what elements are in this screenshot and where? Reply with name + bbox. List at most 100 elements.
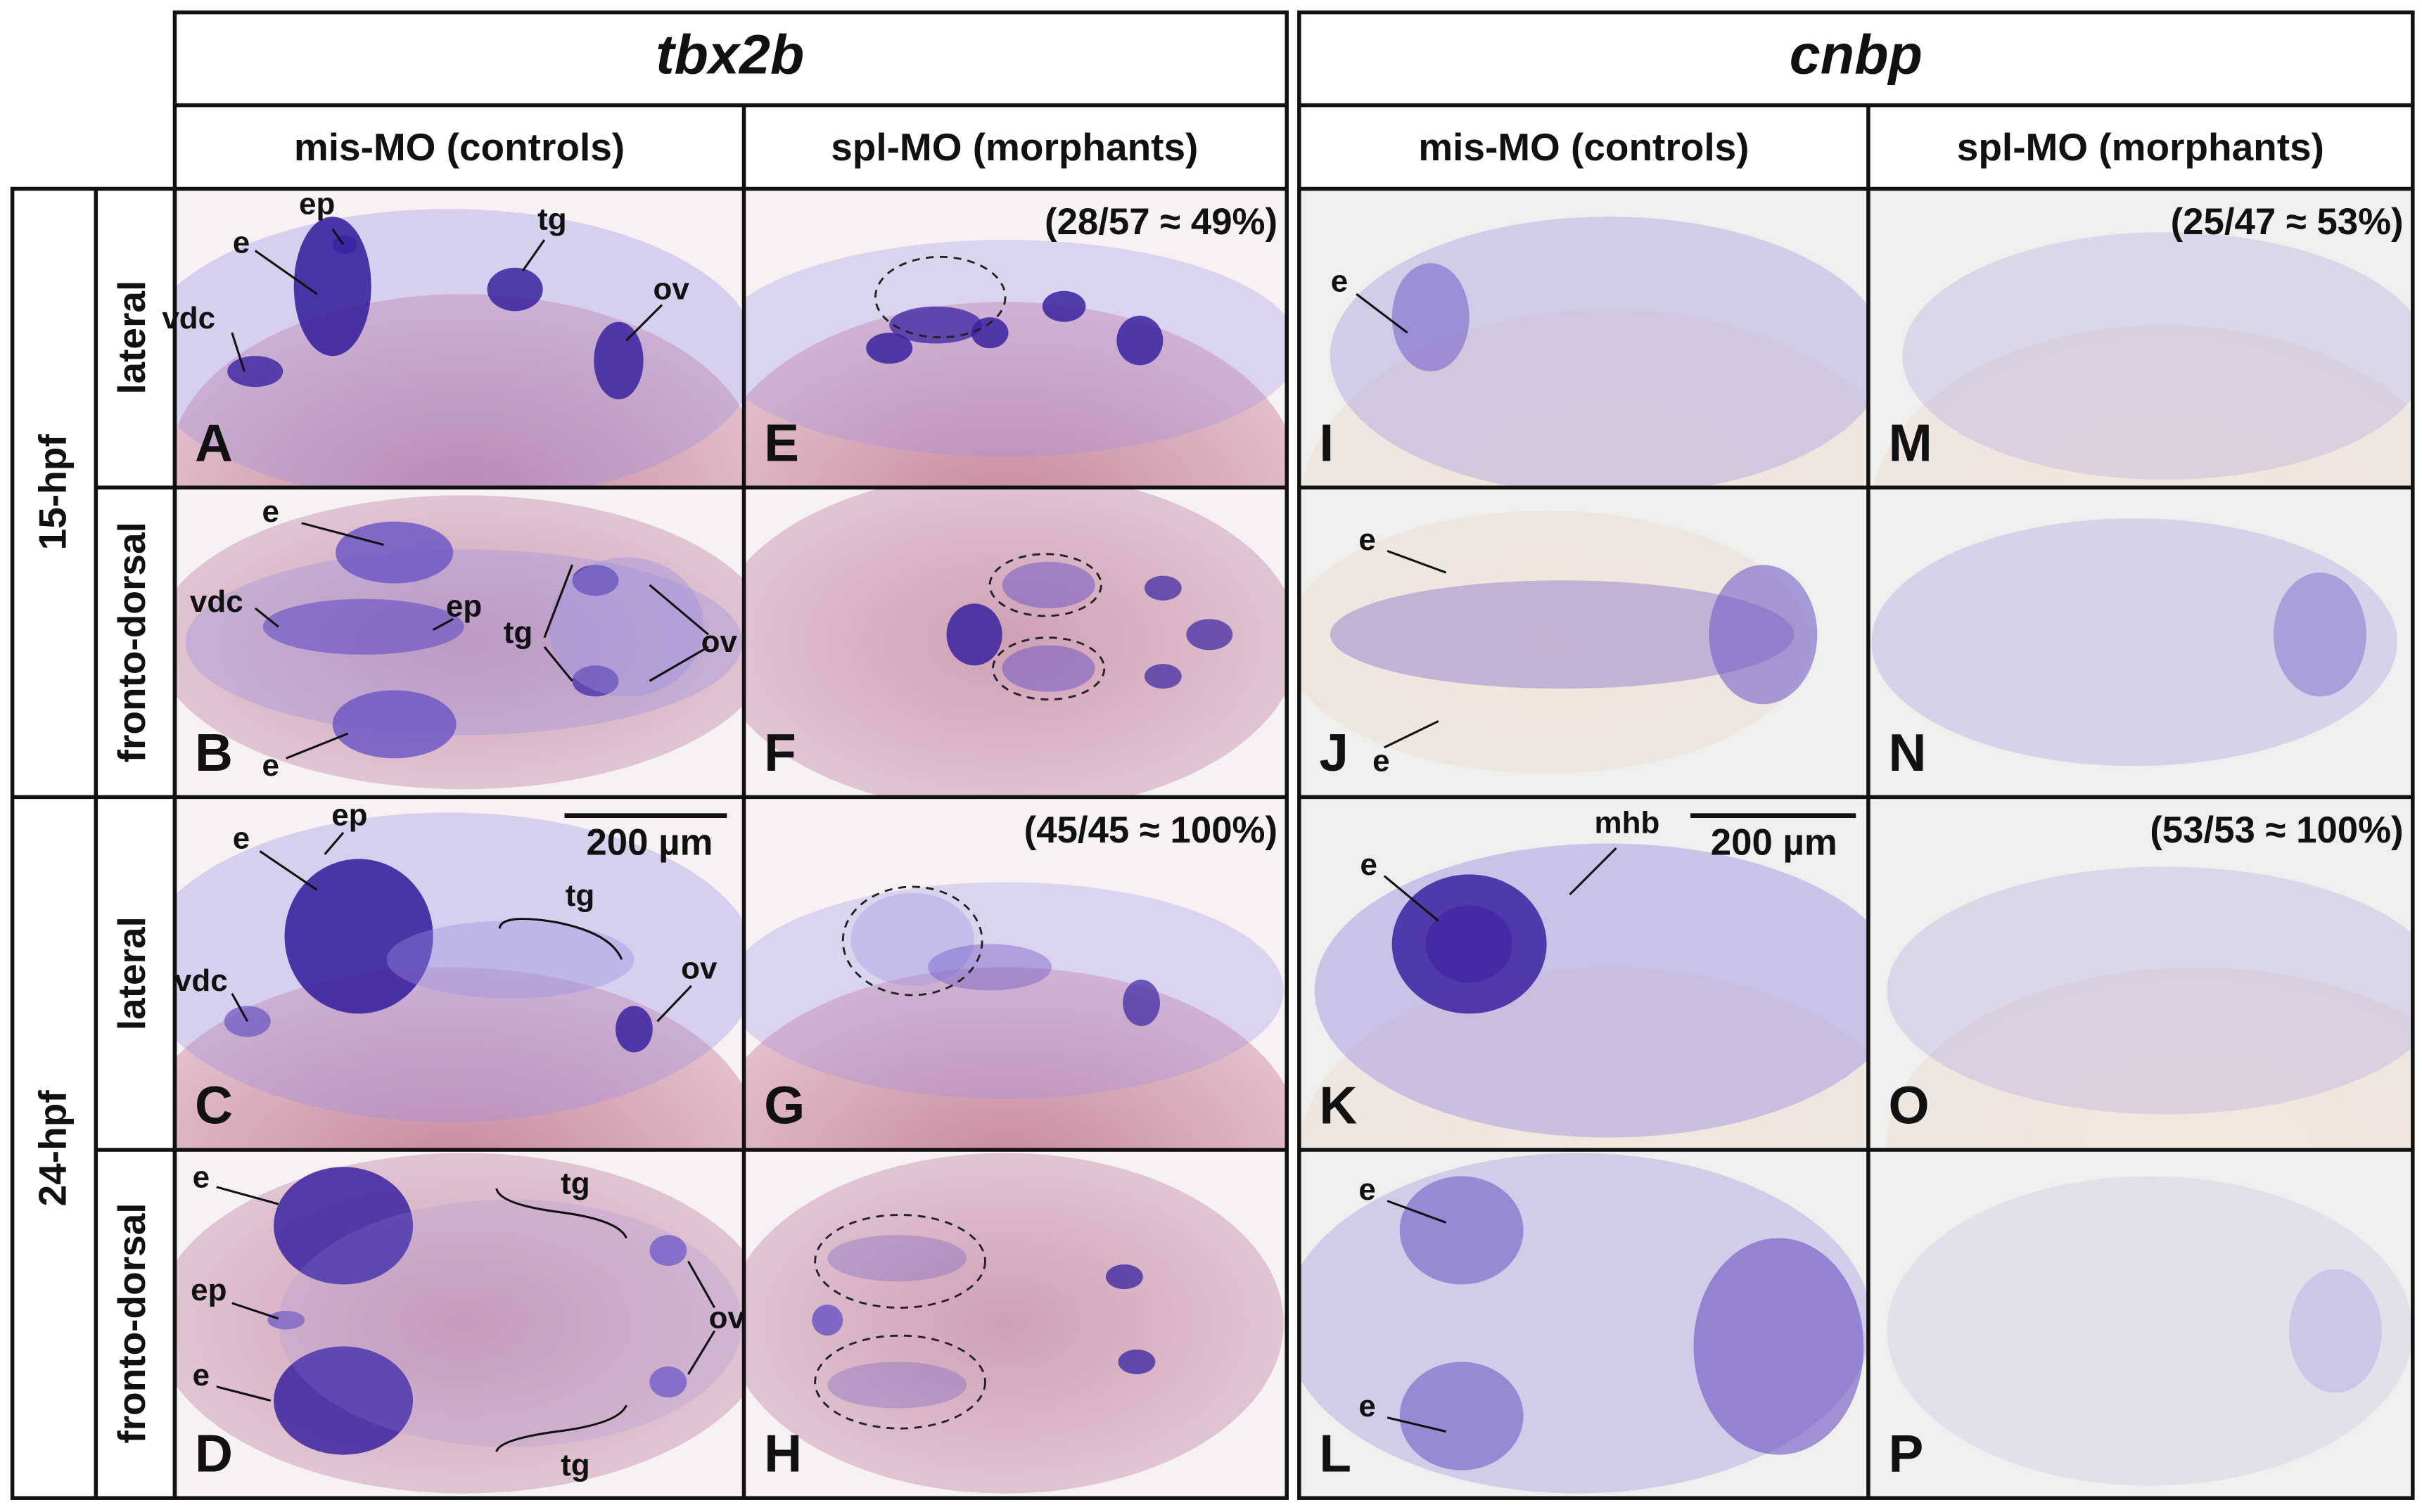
stain xyxy=(1116,315,1164,366)
label-line xyxy=(1387,549,1447,574)
label-line xyxy=(625,304,663,342)
stain xyxy=(1002,645,1095,692)
stain xyxy=(1314,843,1868,1138)
structure-label: tg xyxy=(504,615,533,650)
stain xyxy=(1301,967,1868,1151)
outline xyxy=(841,885,983,997)
label-line xyxy=(498,918,623,960)
stain xyxy=(572,665,619,697)
embryo xyxy=(745,240,1287,488)
scale-label: 200 µm xyxy=(586,821,713,863)
panel-letter: K xyxy=(1319,1076,1357,1135)
stain xyxy=(267,1310,305,1330)
embryo xyxy=(745,1153,1284,1494)
label-line xyxy=(254,250,318,295)
embryo xyxy=(176,495,744,790)
outline xyxy=(814,1214,986,1309)
structure-label: vdc xyxy=(174,963,228,998)
stain xyxy=(1002,561,1095,608)
view: lateral xyxy=(110,916,153,1030)
scale-label: 200 µm xyxy=(1711,821,1837,863)
ratio: (25/47 ≈ 53%) xyxy=(2171,201,2404,243)
stain xyxy=(971,317,1009,349)
label-line xyxy=(495,1404,627,1452)
stain xyxy=(274,1167,414,1285)
structure-label: e xyxy=(193,1358,210,1392)
stain xyxy=(1887,866,2413,1115)
stain xyxy=(1399,1176,1524,1285)
outline xyxy=(992,636,1106,701)
embryo xyxy=(745,882,1287,1151)
structure-label: e xyxy=(1372,744,1389,779)
stain xyxy=(1709,565,1818,705)
stain xyxy=(336,521,454,584)
stain xyxy=(1693,1238,1864,1455)
stain xyxy=(866,333,913,364)
panel-letter: P xyxy=(1888,1424,1923,1483)
stain xyxy=(812,1305,843,1336)
stain xyxy=(1118,1349,1156,1375)
stain xyxy=(284,859,433,1014)
structure-label: ov xyxy=(701,624,738,659)
structure-label: ov xyxy=(709,1301,746,1335)
label-line xyxy=(1387,1416,1447,1433)
condition: spl-MO (morphants) xyxy=(831,125,1198,169)
label-line xyxy=(1383,875,1439,922)
embryo xyxy=(176,209,744,488)
stain xyxy=(745,1153,1284,1494)
label-line xyxy=(656,985,692,1023)
embryo xyxy=(1301,1153,1868,1494)
label-line xyxy=(1387,1200,1447,1224)
structure-label: e xyxy=(1360,847,1377,882)
frame xyxy=(10,186,177,1500)
stain xyxy=(745,489,1287,797)
stain xyxy=(2273,572,2366,697)
outline xyxy=(988,553,1102,617)
stain xyxy=(616,1006,653,1053)
stage: 24-hpf xyxy=(31,1090,75,1207)
structure-label: ov xyxy=(681,951,718,985)
panel-letter: E xyxy=(764,414,799,473)
stain xyxy=(827,1362,967,1409)
structure-label: e xyxy=(262,748,279,783)
panel-letter: F xyxy=(764,723,796,782)
structure-label: mhb xyxy=(1595,806,1660,840)
panel-letter: C xyxy=(195,1076,233,1135)
label-line xyxy=(286,732,349,760)
structure-label: tg xyxy=(561,1166,589,1200)
panel-background xyxy=(1870,489,2413,797)
panel-letter: J xyxy=(1319,723,1349,782)
stain xyxy=(1123,979,1160,1027)
embryo xyxy=(1301,511,1818,774)
embryo xyxy=(176,1153,744,1494)
ratio: (45/45 ≈ 100%) xyxy=(1024,809,1277,851)
stain xyxy=(827,1235,967,1282)
stain xyxy=(227,356,283,387)
frame xyxy=(1297,10,2415,1500)
stain xyxy=(262,598,464,655)
stain xyxy=(1902,232,2413,480)
structure-label: ep xyxy=(191,1273,227,1307)
structure-label: ep xyxy=(331,798,367,833)
stain xyxy=(274,1346,414,1455)
stain xyxy=(1330,217,1868,488)
structure-label: e xyxy=(1331,264,1348,298)
stain xyxy=(850,892,975,986)
gene-title: cnbp xyxy=(1790,23,1923,86)
label-line xyxy=(259,850,318,891)
stain xyxy=(2288,1269,2382,1393)
stage: 15-hpf xyxy=(31,434,75,551)
structure-label: e xyxy=(193,1160,210,1194)
stain xyxy=(1426,905,1513,983)
structure-label: e xyxy=(233,821,250,856)
label-line xyxy=(216,1186,279,1205)
view: fronto-dorsal xyxy=(110,1203,153,1443)
stain xyxy=(1105,1264,1143,1290)
stain xyxy=(278,1199,743,1447)
label-line xyxy=(324,831,345,855)
embryo xyxy=(745,489,1287,797)
label-line xyxy=(1384,720,1439,749)
structure-label: ep xyxy=(299,186,335,221)
stain xyxy=(1301,511,1810,774)
